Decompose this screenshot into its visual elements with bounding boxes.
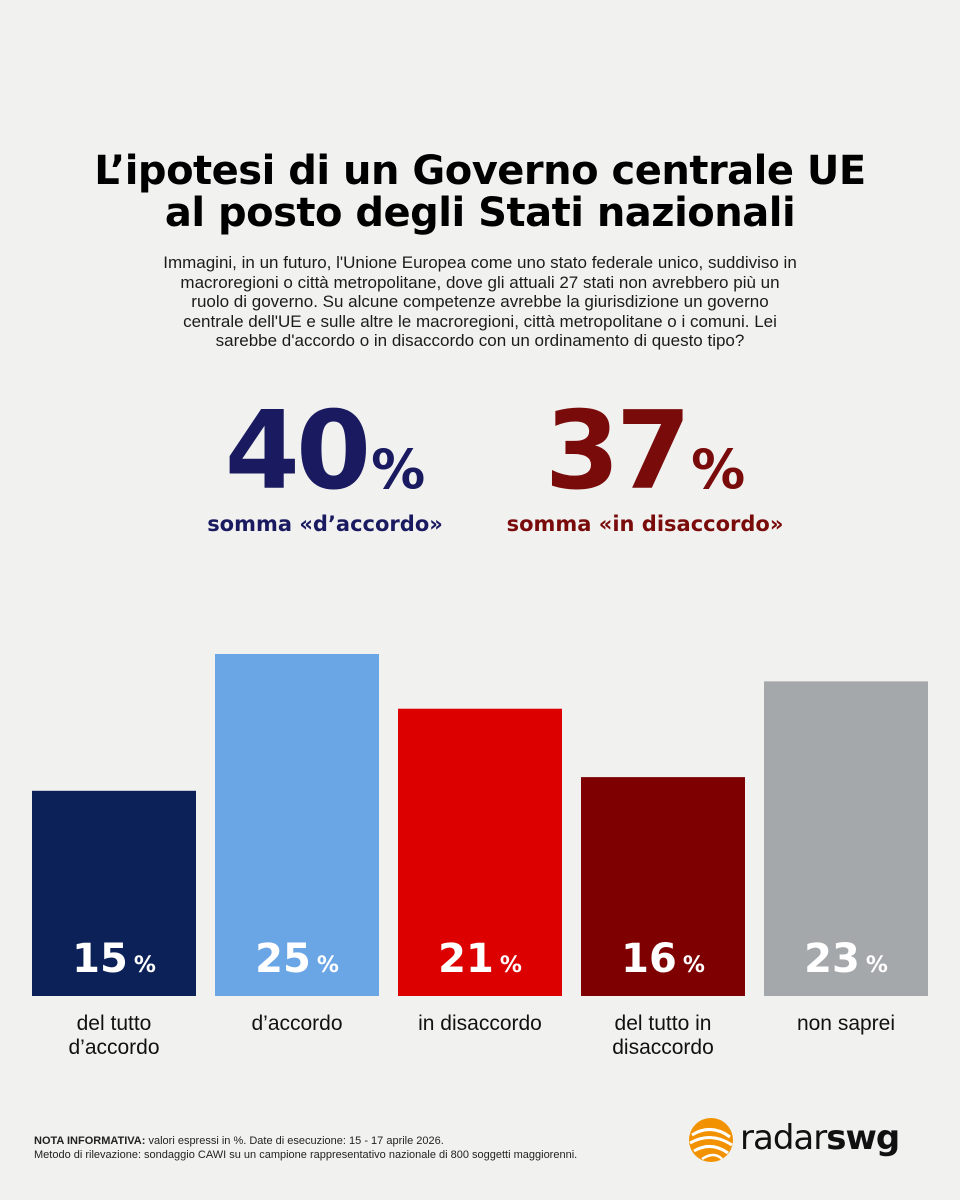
title-line-1: L’ipotesi di un Governo centrale UE: [94, 148, 866, 194]
agree-summary-value: 40: [224, 389, 371, 514]
bar-label-line: del tutto in: [614, 1012, 712, 1035]
bar-label-line: d’accordo: [68, 1036, 160, 1059]
bar-label-del-tutto-disaccordo: del tutto in disaccordo: [573, 1012, 753, 1060]
footnote-method: Metodo di rilevazione: sondaggio CAWI su…: [34, 1149, 578, 1161]
bar-4: [581, 777, 745, 996]
logo-text: radarswg: [740, 1118, 900, 1158]
footnote-label: NOTA INFORMATIVA:: [34, 1135, 146, 1147]
bar-value-label-4: 16%: [621, 936, 705, 982]
bar-label-non-saprei: non saprei: [756, 1012, 936, 1036]
bar-value-label-1: 15%: [72, 936, 156, 982]
bar-label-line: del tutto: [76, 1012, 152, 1035]
disagree-summary-caption: somma «in disaccordo»: [506, 512, 784, 536]
page-title: L’ipotesi di un Governo centrale UE al p…: [0, 150, 960, 234]
bar-3: [398, 708, 562, 996]
logo-swg: swg: [826, 1118, 900, 1158]
bar-1: [32, 790, 196, 996]
bar-5: [764, 681, 928, 996]
bar-value-label-3: 21%: [438, 936, 522, 982]
agree-summary-caption: somma «d’accordo»: [207, 512, 443, 536]
footnote: NOTA INFORMATIVA: valori espressi in %. …: [34, 1134, 674, 1162]
bar-label-line: d’accordo: [251, 1012, 343, 1035]
disagree-summary-value: 37: [544, 389, 691, 514]
bar-2: [215, 654, 379, 996]
bar-label-line: disaccordo: [612, 1036, 714, 1059]
logo-radar: radar: [740, 1118, 827, 1158]
agree-summary: 40% somma «d’accordo»: [170, 398, 480, 537]
bar-label-disaccordo: in disaccordo: [390, 1012, 570, 1036]
bar-label-accordo: d’accordo: [207, 1012, 387, 1036]
footnote-dates: valori espressi in %. Date di esecuzione…: [148, 1135, 444, 1147]
title-line-2: al posto degli Stati nazionali: [164, 190, 796, 236]
bar-label-line: non saprei: [796, 1012, 896, 1035]
bar-label-line: in disaccordo: [418, 1012, 542, 1035]
bar-value-label-5: 23%: [804, 936, 888, 982]
bar-chart: 15% 25% 21% 16% 23%: [32, 654, 928, 996]
radar-swg-logo: radarswg: [686, 1112, 926, 1168]
radar-globe-icon: [689, 1118, 733, 1162]
survey-question: Immagini, in un futuro, l'Unione Europea…: [163, 253, 797, 350]
disagree-summary-unit: %: [691, 438, 746, 501]
bar-value-label-2: 25%: [255, 936, 339, 982]
agree-summary-unit: %: [371, 438, 426, 501]
bar-label-del-tutto-accordo: del tutto d’accordo: [24, 1012, 204, 1060]
disagree-summary: 37% somma «in disaccordo»: [505, 398, 785, 537]
